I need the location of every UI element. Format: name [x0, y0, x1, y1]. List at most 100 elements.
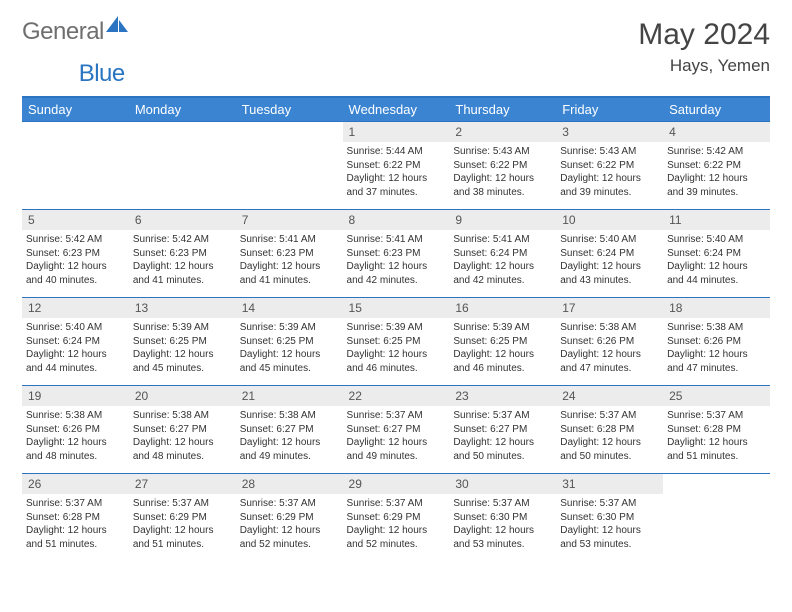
- calendar-cell: 20Sunrise: 5:38 AMSunset: 6:27 PMDayligh…: [129, 386, 236, 474]
- calendar-cell: 11Sunrise: 5:40 AMSunset: 6:24 PMDayligh…: [663, 210, 770, 298]
- calendar-cell: 31Sunrise: 5:37 AMSunset: 6:30 PMDayligh…: [556, 474, 663, 562]
- sail-icon: [104, 14, 130, 39]
- sunrise-text: Sunrise: 5:38 AM: [560, 321, 659, 335]
- sunrise-text: Sunrise: 5:40 AM: [560, 233, 659, 247]
- sunrise-text: Sunrise: 5:37 AM: [26, 497, 125, 511]
- calendar-cell: 14Sunrise: 5:39 AMSunset: 6:25 PMDayligh…: [236, 298, 343, 386]
- sunrise-text: Sunrise: 5:38 AM: [667, 321, 766, 335]
- daylight-text: Daylight: 12 hours and 43 minutes.: [560, 260, 659, 287]
- day-number: 4: [663, 122, 770, 142]
- sunrise-text: Sunrise: 5:37 AM: [347, 497, 446, 511]
- sunrise-text: Sunrise: 5:37 AM: [560, 497, 659, 511]
- daylight-text: Daylight: 12 hours and 40 minutes.: [26, 260, 125, 287]
- daylight-text: Daylight: 12 hours and 46 minutes.: [453, 348, 552, 375]
- title-block: May 2024 Hays, Yemen: [638, 18, 770, 76]
- sunrise-text: Sunrise: 5:37 AM: [133, 497, 232, 511]
- daylight-text: Daylight: 12 hours and 47 minutes.: [560, 348, 659, 375]
- page: General May 2024 Hays, Yemen GeneBlue Su…: [0, 0, 792, 572]
- calendar-cell: .: [129, 122, 236, 210]
- calendar-cell: 28Sunrise: 5:37 AMSunset: 6:29 PMDayligh…: [236, 474, 343, 562]
- calendar-cell: 23Sunrise: 5:37 AMSunset: 6:27 PMDayligh…: [449, 386, 556, 474]
- calendar-cell: 19Sunrise: 5:38 AMSunset: 6:26 PMDayligh…: [22, 386, 129, 474]
- sunset-text: Sunset: 6:25 PM: [453, 335, 552, 349]
- sunrise-text: Sunrise: 5:37 AM: [453, 409, 552, 423]
- day-number: 31: [556, 474, 663, 494]
- calendar-row: 5Sunrise: 5:42 AMSunset: 6:23 PMDaylight…: [22, 210, 770, 298]
- daylight-text: Daylight: 12 hours and 48 minutes.: [133, 436, 232, 463]
- calendar-cell: 16Sunrise: 5:39 AMSunset: 6:25 PMDayligh…: [449, 298, 556, 386]
- logo-text-blue: Blue: [79, 60, 125, 87]
- calendar-cell: 12Sunrise: 5:40 AMSunset: 6:24 PMDayligh…: [22, 298, 129, 386]
- day-number: 14: [236, 298, 343, 318]
- day-number: 20: [129, 386, 236, 406]
- calendar-cell: .: [236, 122, 343, 210]
- sunset-text: Sunset: 6:22 PM: [347, 159, 446, 173]
- calendar-cell: 5Sunrise: 5:42 AMSunset: 6:23 PMDaylight…: [22, 210, 129, 298]
- weekday-header: Monday: [129, 97, 236, 122]
- calendar-cell: 25Sunrise: 5:37 AMSunset: 6:28 PMDayligh…: [663, 386, 770, 474]
- day-number: 26: [22, 474, 129, 494]
- calendar-cell: 18Sunrise: 5:38 AMSunset: 6:26 PMDayligh…: [663, 298, 770, 386]
- day-number: 17: [556, 298, 663, 318]
- calendar-cell: .: [663, 474, 770, 562]
- weekday-header: Wednesday: [343, 97, 450, 122]
- sunset-text: Sunset: 6:28 PM: [26, 511, 125, 525]
- daylight-text: Daylight: 12 hours and 45 minutes.: [240, 348, 339, 375]
- calendar-cell: 6Sunrise: 5:42 AMSunset: 6:23 PMDaylight…: [129, 210, 236, 298]
- day-number: 5: [22, 210, 129, 230]
- day-number: 8: [343, 210, 450, 230]
- day-number: 18: [663, 298, 770, 318]
- day-number: 13: [129, 298, 236, 318]
- sunrise-text: Sunrise: 5:37 AM: [240, 497, 339, 511]
- daylight-text: Daylight: 12 hours and 49 minutes.: [347, 436, 446, 463]
- logo-text-general: General: [22, 18, 104, 46]
- daylight-text: Daylight: 12 hours and 51 minutes.: [26, 524, 125, 551]
- sunset-text: Sunset: 6:30 PM: [560, 511, 659, 525]
- daylight-text: Daylight: 12 hours and 46 minutes.: [347, 348, 446, 375]
- day-number: 27: [129, 474, 236, 494]
- sunrise-text: Sunrise: 5:40 AM: [26, 321, 125, 335]
- sunset-text: Sunset: 6:29 PM: [133, 511, 232, 525]
- sunset-text: Sunset: 6:26 PM: [26, 423, 125, 437]
- sunset-text: Sunset: 6:27 PM: [347, 423, 446, 437]
- sunrise-text: Sunrise: 5:39 AM: [133, 321, 232, 335]
- daylight-text: Daylight: 12 hours and 49 minutes.: [240, 436, 339, 463]
- weekday-header: Sunday: [22, 97, 129, 122]
- sunrise-text: Sunrise: 5:37 AM: [347, 409, 446, 423]
- calendar-cell: 29Sunrise: 5:37 AMSunset: 6:29 PMDayligh…: [343, 474, 450, 562]
- day-number: 6: [129, 210, 236, 230]
- daylight-text: Daylight: 12 hours and 39 minutes.: [560, 172, 659, 199]
- sunset-text: Sunset: 6:23 PM: [26, 247, 125, 261]
- calendar-cell: 8Sunrise: 5:41 AMSunset: 6:23 PMDaylight…: [343, 210, 450, 298]
- day-number: 24: [556, 386, 663, 406]
- sunset-text: Sunset: 6:25 PM: [240, 335, 339, 349]
- daylight-text: Daylight: 12 hours and 37 minutes.: [347, 172, 446, 199]
- calendar-cell: 13Sunrise: 5:39 AMSunset: 6:25 PMDayligh…: [129, 298, 236, 386]
- sunrise-text: Sunrise: 5:37 AM: [667, 409, 766, 423]
- day-number: 28: [236, 474, 343, 494]
- daylight-text: Daylight: 12 hours and 50 minutes.: [560, 436, 659, 463]
- day-number: 12: [22, 298, 129, 318]
- daylight-text: Daylight: 12 hours and 41 minutes.: [133, 260, 232, 287]
- sunrise-text: Sunrise: 5:38 AM: [133, 409, 232, 423]
- calendar-cell: 30Sunrise: 5:37 AMSunset: 6:30 PMDayligh…: [449, 474, 556, 562]
- sunset-text: Sunset: 6:24 PM: [667, 247, 766, 261]
- sunrise-text: Sunrise: 5:42 AM: [667, 145, 766, 159]
- weekday-header: Saturday: [663, 97, 770, 122]
- sunset-text: Sunset: 6:25 PM: [347, 335, 446, 349]
- day-number: 3: [556, 122, 663, 142]
- daylight-text: Daylight: 12 hours and 45 minutes.: [133, 348, 232, 375]
- calendar-cell: 27Sunrise: 5:37 AMSunset: 6:29 PMDayligh…: [129, 474, 236, 562]
- day-number: 11: [663, 210, 770, 230]
- daylight-text: Daylight: 12 hours and 42 minutes.: [453, 260, 552, 287]
- daylight-text: Daylight: 12 hours and 52 minutes.: [240, 524, 339, 551]
- calendar-cell: 2Sunrise: 5:43 AMSunset: 6:22 PMDaylight…: [449, 122, 556, 210]
- sunset-text: Sunset: 6:22 PM: [453, 159, 552, 173]
- calendar-cell: 17Sunrise: 5:38 AMSunset: 6:26 PMDayligh…: [556, 298, 663, 386]
- sunrise-text: Sunrise: 5:41 AM: [453, 233, 552, 247]
- daylight-text: Daylight: 12 hours and 42 minutes.: [347, 260, 446, 287]
- sunrise-text: Sunrise: 5:43 AM: [453, 145, 552, 159]
- sunset-text: Sunset: 6:22 PM: [560, 159, 659, 173]
- day-number: 29: [343, 474, 450, 494]
- sunrise-text: Sunrise: 5:41 AM: [347, 233, 446, 247]
